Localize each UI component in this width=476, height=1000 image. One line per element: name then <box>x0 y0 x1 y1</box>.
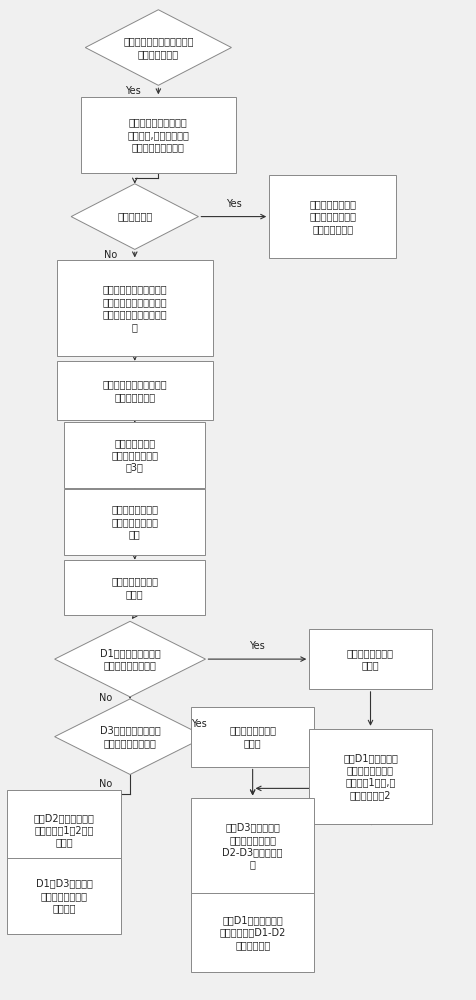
Text: 所有辅助变流器投
入工作: 所有辅助变流器投 入工作 <box>111 576 158 599</box>
Text: Yes: Yes <box>125 86 141 96</box>
Text: 断开两个耦合开
关，将中压母线分
为3段: 断开两个耦合开 关，将中压母线分 为3段 <box>111 438 158 473</box>
Text: No: No <box>104 250 117 260</box>
Text: Yes: Yes <box>226 199 241 209</box>
Bar <box>191 798 313 894</box>
Polygon shape <box>71 184 198 249</box>
Bar <box>191 893 313 972</box>
Bar <box>57 260 212 356</box>
Text: No: No <box>99 693 112 703</box>
Text: 封锁D3母线上所有
辅助变流器，保持
D2-D3母线正常工
作: 封锁D3母线上所有 辅助变流器，保持 D2-D3母线正常工 作 <box>222 822 282 870</box>
Polygon shape <box>55 699 205 774</box>
Text: 辅助变流器报出内
部短路故障，并锁
闭，不再运行。: 辅助变流器报出内 部短路故障，并锁 闭，不再运行。 <box>308 199 356 234</box>
Bar <box>268 175 396 258</box>
Text: 确认内部短路: 确认内部短路 <box>117 212 152 222</box>
Text: 投入D1母线上的辅助
变流器，保持D1-D2
母线正常工作: 投入D1母线上的辅助 变流器，保持D1-D2 母线正常工作 <box>219 915 285 950</box>
Text: D1、D3母线上的
辅助变流器和负载
正常工作: D1、D3母线上的 辅助变流器和负载 正常工作 <box>36 878 92 913</box>
Bar <box>308 629 431 689</box>
Text: 在规定时间内没有辅助变
流器报出内部短路故障，
车辆启动外部短路测试程
序: 在规定时间内没有辅助变 流器报出内部短路故障， 车辆启动外部短路测试程 序 <box>102 284 167 332</box>
Text: Yes: Yes <box>249 641 265 651</box>
Bar <box>57 361 212 420</box>
Bar <box>8 790 120 870</box>
Text: Yes: Yes <box>190 719 206 729</box>
Polygon shape <box>55 621 205 697</box>
Bar <box>64 489 205 555</box>
Text: 停止所有辅助变流
器工作: 停止所有辅助变流 器工作 <box>346 648 393 670</box>
Bar <box>308 729 431 824</box>
Text: No: No <box>99 779 112 789</box>
Bar <box>80 97 236 173</box>
Polygon shape <box>85 10 231 85</box>
Text: 某台车辆辅助变流器报出输
出发生短路故障: 某台车辆辅助变流器报出输 出发生短路故障 <box>123 36 193 59</box>
Bar <box>64 560 205 615</box>
Text: 允许所有辅助变流
器向中压母线输出
电压: 允许所有辅助变流 器向中压母线输出 电压 <box>111 504 158 539</box>
Bar <box>64 422 205 488</box>
Bar <box>8 858 120 934</box>
Text: 认为D2母线短路，保
持耦合开关1、2均断
开状态: 认为D2母线短路，保 持耦合开关1、2均断 开状态 <box>33 813 94 848</box>
Text: 禁止所有辅助变流器向中
压母线输出电压: 禁止所有辅助变流器向中 压母线输出电压 <box>102 379 167 402</box>
Text: 封锁D1母线上所有
辅助变流器，保持
耦合开关1断开,并
闭合耦合开关2: 封锁D1母线上所有 辅助变流器，保持 耦合开关1断开,并 闭合耦合开关2 <box>342 753 397 800</box>
Text: D3母线上的辅助变流
器再次报出短路故障: D3母线上的辅助变流 器再次报出短路故障 <box>99 725 160 748</box>
Text: D1母线上的辅助变流
器再次报出短路故障: D1母线上的辅助变流 器再次报出短路故障 <box>99 648 160 670</box>
Text: 故障车辆变流器断开输
出接触器,检测辅助变流
器内部是否存在短路: 故障车辆变流器断开输 出接触器,检测辅助变流 器内部是否存在短路 <box>127 118 189 152</box>
Bar <box>191 707 313 767</box>
Text: 停止所有辅助变流
器工作: 停止所有辅助变流 器工作 <box>228 725 276 748</box>
